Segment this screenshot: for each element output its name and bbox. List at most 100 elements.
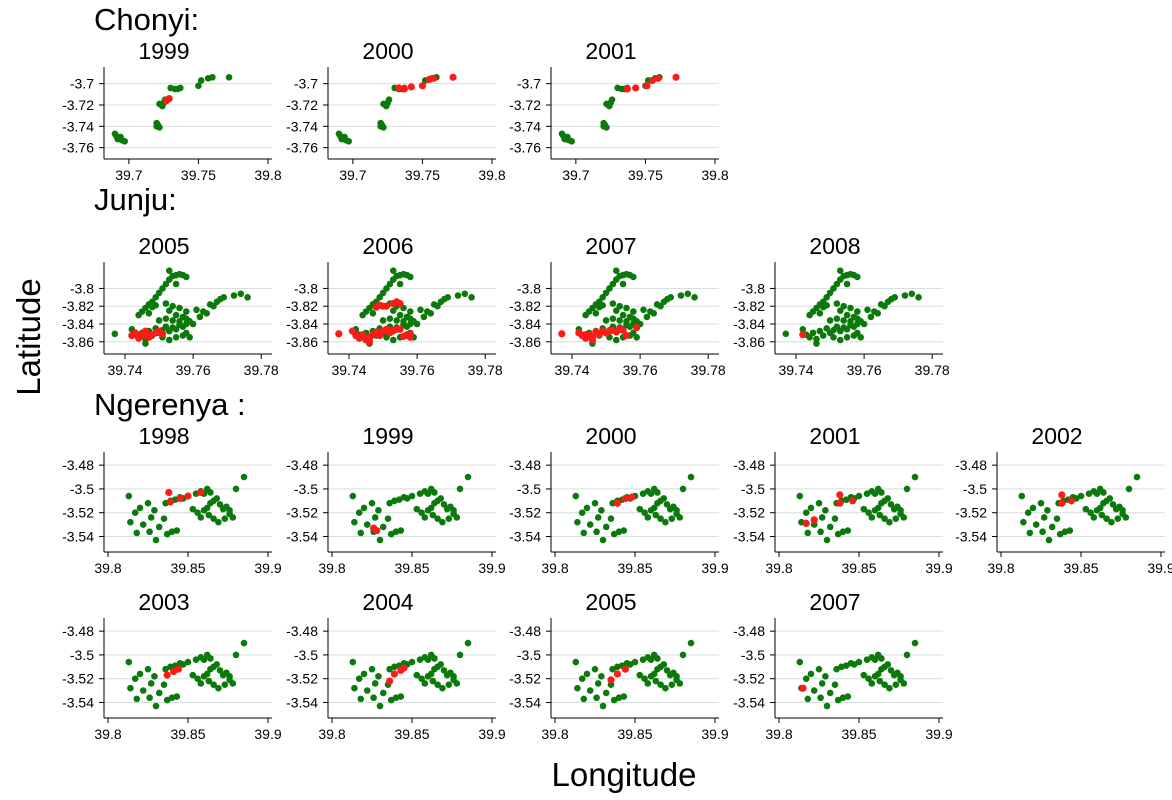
x-tick-label: 39.8 xyxy=(254,167,281,183)
y-tick-label: -3.76 xyxy=(286,140,318,156)
control-point xyxy=(375,673,382,680)
control-point xyxy=(676,514,684,521)
control-point xyxy=(679,651,687,659)
control-point xyxy=(345,137,352,145)
control-point xyxy=(650,485,658,493)
control-point xyxy=(843,311,851,319)
control-point xyxy=(609,315,617,322)
y-tick-label: -3.7 xyxy=(70,76,94,92)
control-point xyxy=(884,661,892,668)
control-point xyxy=(641,675,648,683)
control-point xyxy=(594,514,602,521)
control-point xyxy=(600,123,607,130)
panel: -3.8 -3.82 -3.84 -3.86 39.74 39.76 39.78 2007 xyxy=(509,233,726,378)
control-point xyxy=(881,515,888,522)
control-point xyxy=(144,665,152,673)
control-point xyxy=(1093,490,1101,497)
y-tick-label: -3.5 xyxy=(741,481,765,497)
control-point xyxy=(182,315,190,322)
control-point xyxy=(370,694,377,702)
control-point xyxy=(145,310,153,317)
control-point xyxy=(868,514,876,521)
y-tick-label: -3.82 xyxy=(286,298,318,314)
control-point xyxy=(868,680,876,687)
control-point xyxy=(216,667,224,674)
control-point xyxy=(574,684,581,692)
control-point xyxy=(133,529,141,537)
control-point xyxy=(602,689,610,697)
y-axis-title: Latitude xyxy=(10,278,47,395)
control-point xyxy=(804,529,812,537)
case-point xyxy=(373,526,381,535)
y-tick-label: -3.5 xyxy=(741,647,765,663)
control-point xyxy=(169,302,176,310)
x-tick-label: 39.9 xyxy=(1147,560,1172,576)
y-tick-label: -3.54 xyxy=(733,694,765,710)
panel-year-title: 2006 xyxy=(362,233,413,259)
control-point xyxy=(591,665,599,673)
control-point xyxy=(173,527,181,534)
control-point xyxy=(189,671,197,679)
control-point xyxy=(833,315,841,322)
control-point xyxy=(876,511,884,519)
control-point xyxy=(386,315,394,322)
control-point xyxy=(636,671,644,679)
case-point xyxy=(588,333,597,341)
control-point xyxy=(406,273,414,281)
control-point xyxy=(819,332,827,339)
control-point xyxy=(799,326,807,333)
control-point xyxy=(427,670,435,678)
control-point xyxy=(440,501,448,508)
control-point xyxy=(650,504,658,512)
control-point xyxy=(644,680,652,687)
case-point xyxy=(643,82,651,90)
y-tick-label: -3.82 xyxy=(733,298,765,314)
x-tick-label: 39.8 xyxy=(94,560,121,576)
y-tick-label: -3.54 xyxy=(955,528,987,544)
x-tick-label: 39.74 xyxy=(778,362,813,378)
panel-year-title: 2000 xyxy=(362,38,413,64)
control-point xyxy=(629,308,637,315)
control-point xyxy=(901,292,909,299)
case-point xyxy=(396,325,404,333)
control-point xyxy=(892,681,900,688)
control-point xyxy=(1133,473,1141,481)
control-point xyxy=(146,528,153,536)
case-point xyxy=(386,677,394,685)
case-point xyxy=(176,494,184,503)
x-tick-label: 39.9 xyxy=(701,560,728,576)
control-point xyxy=(213,661,221,668)
control-point xyxy=(196,313,204,321)
control-point xyxy=(860,505,868,513)
control-point xyxy=(660,495,668,502)
x-tick-label: 39.85 xyxy=(1063,560,1098,576)
x-axis-title: Longitude xyxy=(552,756,697,793)
x-tick-label: 39.8 xyxy=(318,726,345,742)
control-point xyxy=(607,515,615,522)
control-point xyxy=(437,495,445,502)
y-tick-label: -3.48 xyxy=(62,623,94,639)
control-point xyxy=(673,507,680,514)
control-point xyxy=(1037,499,1045,507)
control-point xyxy=(629,315,637,322)
case-point xyxy=(622,331,631,340)
case-point xyxy=(141,331,150,340)
x-tick-label: 39.7 xyxy=(562,167,589,183)
control-point xyxy=(900,680,908,687)
x-tick-label: 39.85 xyxy=(617,726,652,742)
case-point xyxy=(628,493,636,501)
control-point xyxy=(676,680,684,687)
control-point xyxy=(160,681,168,688)
case-point xyxy=(135,331,143,340)
control-point xyxy=(687,639,695,647)
control-point xyxy=(375,507,382,514)
control-point xyxy=(572,658,580,666)
case-point xyxy=(184,492,192,500)
control-point xyxy=(142,340,149,347)
control-point xyxy=(371,514,379,521)
control-point xyxy=(843,334,851,341)
control-point xyxy=(891,294,899,301)
